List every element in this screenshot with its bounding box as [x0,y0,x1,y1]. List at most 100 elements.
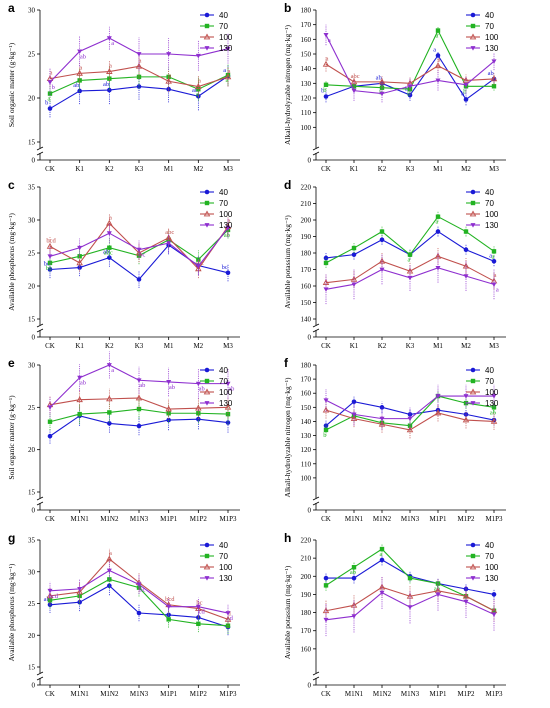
data-point [47,267,53,272]
significance-label: a [109,550,112,557]
data-point [77,245,83,251]
data-point [136,84,142,89]
significance-label: b [45,100,48,107]
legend-marker [470,367,476,373]
data-point [435,265,441,271]
x-tick-label: M1P3 [219,690,237,698]
significance-label: bc [196,600,202,607]
significance-label: ab [490,409,496,416]
data-point [195,604,201,610]
panel-b: b 0 100 110 120 130 140 150 160 170 180 CK K1 K2 K3 M1 M… [283,1,506,173]
significance-label: a [407,257,410,264]
axis-break-mark [312,146,320,151]
y-tick-label: 15 [28,316,36,324]
data-point [463,394,469,399]
significance-label: a [494,272,497,279]
legend-entry: 100 [485,33,499,42]
data-point [322,607,330,614]
y-axis-label: Available phosphorus (mg·kg⁻¹) [7,213,16,311]
legend-marker [469,210,477,217]
y-tick-label: 20 [28,95,36,103]
data-point [46,592,54,599]
series-40 [47,405,231,444]
data-point [491,249,497,254]
y-tick-label: 30 [28,7,36,15]
y-tick-label: 15 [28,489,36,497]
y-tick-label: 100 [301,474,312,482]
y-tick-label: 0 [308,157,312,165]
data-point [166,52,172,57]
y-tick-label: 0 [32,507,36,515]
data-point [407,252,413,257]
data-point [106,231,112,236]
legend-marker [470,12,476,18]
data-point [107,421,112,426]
legend-marker [204,576,210,581]
data-point [47,433,53,439]
data-point [379,85,385,90]
axis-break-mark [312,151,320,156]
significance-label: bc [46,265,52,272]
data-point [351,614,357,619]
data-point [491,258,497,264]
y-tick-label: 190 [301,591,312,599]
legend-entry: 70 [219,199,228,208]
data-point [77,375,83,381]
data-point [107,255,112,260]
legend-marker [204,223,210,228]
x-tick-label: M1N1 [71,690,90,698]
data-point [491,612,497,617]
legend: 40 70 100 130 [200,541,233,583]
data-point [434,409,442,416]
legend-marker [470,401,476,406]
x-tick-label: M1N2 [100,515,119,523]
data-point [107,577,112,582]
x-tick-label: M3 [223,165,233,173]
significance-label: bc [222,264,228,271]
x-tick-label: M1 [433,342,443,350]
y-axis-label: Soil organic matter (g·kg⁻¹) [7,42,16,127]
y-tick-label: 20 [28,283,36,291]
data-point [350,78,358,85]
significance-label: a [109,214,112,221]
data-point [224,73,232,80]
significance-label: bc [139,586,145,593]
x-tick-label: M1N3 [401,690,420,698]
axis-break-mark [36,676,44,681]
panel-a: a 0 15 20 25 30 CK K1 K2 K3 M1 M2 M3 Soil organic mat… [7,1,240,173]
y-tick-label: 140 [301,316,312,324]
series-100 [46,387,232,420]
data-point [323,94,329,99]
data-point [136,378,142,383]
x-tick-label: M2 [461,342,471,350]
axis-break-mark [36,671,44,676]
legend-entry: 70 [485,552,494,561]
x-tick-label: M3 [489,342,499,350]
x-tick-label: M2 [461,165,471,173]
x-tick-label: K3 [406,165,415,173]
x-tick-label: M1P1 [160,515,178,523]
x-tick-label: CK [45,165,55,173]
data-point [323,398,329,403]
legend-marker [204,367,210,373]
significance-label: a [168,72,171,79]
data-point [76,259,83,266]
x-tick-label: K3 [406,342,415,350]
data-point [323,33,329,38]
data-point [195,53,201,59]
data-point [462,416,470,423]
data-point [107,76,112,81]
data-point [463,599,469,605]
data-point [379,590,385,596]
legend-entry: 130 [485,44,499,53]
data-point [195,264,201,269]
data-point [47,254,53,259]
data-point [166,604,172,610]
legend-marker [203,33,211,40]
significance-label: ab [103,249,109,256]
data-point [407,275,413,281]
legend-entry: 100 [485,210,499,219]
data-point [351,575,357,581]
significance-label: ab [103,81,109,88]
